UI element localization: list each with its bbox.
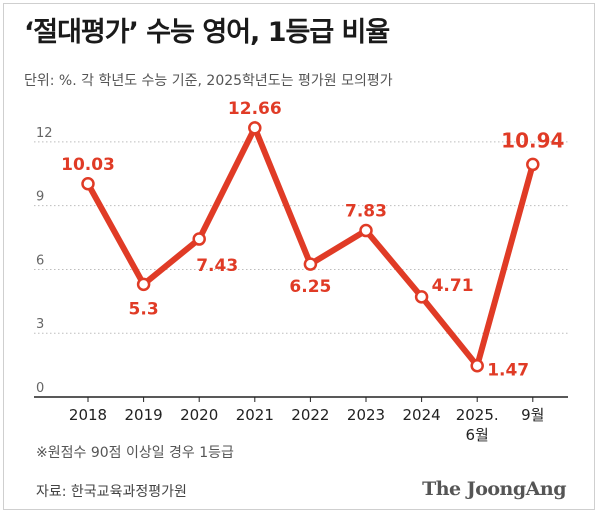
x-tick-label: 2025. 6월 bbox=[456, 406, 499, 444]
data-point bbox=[526, 157, 540, 172]
y-tick-label: 6 bbox=[36, 253, 44, 268]
chart-subtitle: 단위: %. 각 학년도 수능 기준, 2025학년도는 평가원 모의평가 bbox=[24, 73, 393, 89]
data-point bbox=[414, 290, 429, 304]
x-tick-label: 2019 bbox=[125, 406, 163, 424]
data-label: 4.71 bbox=[432, 276, 474, 296]
x-tick-label: 2022 bbox=[291, 406, 329, 424]
x-tick-label: 2018 bbox=[69, 406, 107, 424]
y-tick-label: 3 bbox=[36, 317, 44, 332]
chart-frame bbox=[3, 3, 595, 510]
data-point bbox=[136, 277, 151, 292]
data-point bbox=[248, 121, 262, 135]
data-label: 10.94 bbox=[501, 128, 564, 152]
y-tick-label: 9 bbox=[36, 190, 44, 205]
source-note: 자료: 한국교육과정평가원 bbox=[36, 484, 187, 500]
data-point bbox=[192, 232, 206, 246]
data-label: 10.03 bbox=[61, 155, 115, 175]
data-point bbox=[470, 358, 484, 373]
footnote: ※원점수 90점 이상일 경우 1등급 bbox=[36, 445, 234, 461]
joongang-logo: The JoongAng bbox=[422, 478, 566, 500]
x-tick-label: 2023 bbox=[347, 406, 385, 424]
data-point bbox=[303, 257, 318, 271]
data-label: 7.83 bbox=[345, 202, 387, 222]
x-tick-label: 9월 bbox=[521, 406, 544, 424]
data-point bbox=[359, 223, 373, 238]
x-tick-label: 2021 bbox=[236, 406, 274, 424]
data-label: 1.47 bbox=[487, 361, 529, 381]
x-axis: 2018 2019 2020 2021 2022 2023 2024 2025. 6월 9월 bbox=[69, 397, 544, 444]
data-label: 12.66 bbox=[228, 99, 282, 119]
data-labels: 10.03 5.3 7.43 12.66 6.25 7.83 4.71 1.47 10.94 bbox=[61, 99, 564, 381]
data-label: 5.3 bbox=[129, 299, 159, 319]
x-tick-label: 2024 bbox=[403, 406, 441, 424]
y-axis: 0 3 6 9 12 bbox=[36, 126, 53, 396]
series-line bbox=[85, 120, 536, 373]
grid-lines bbox=[34, 141, 568, 398]
y-tick-label: 12 bbox=[36, 126, 53, 141]
data-point bbox=[81, 177, 95, 191]
y-tick-label: 0 bbox=[36, 381, 44, 396]
data-label: 7.43 bbox=[196, 256, 238, 276]
x-tick-label: 2020 bbox=[180, 406, 218, 424]
series-1 bbox=[81, 120, 540, 373]
data-label: 6.25 bbox=[289, 277, 331, 297]
chart-title: ‘절대평가’ 수능 영어, 1등급 비율 bbox=[24, 17, 390, 48]
